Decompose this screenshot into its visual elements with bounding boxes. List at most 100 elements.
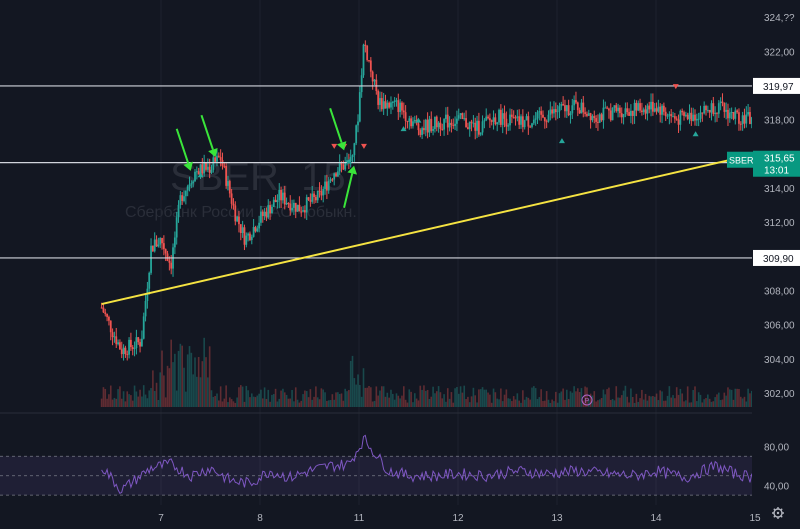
candle-body xyxy=(432,128,435,131)
volume-bar xyxy=(214,395,216,407)
volume-bar xyxy=(523,399,526,407)
signal-down-marker xyxy=(360,143,367,149)
candle-body xyxy=(410,118,413,127)
candle-body xyxy=(543,117,546,122)
gear-icon[interactable] xyxy=(772,507,784,519)
candle-body xyxy=(102,307,105,313)
volume-bar xyxy=(355,384,357,407)
volume-bar xyxy=(448,398,451,407)
candle-body xyxy=(593,116,596,119)
candle-body xyxy=(521,116,524,128)
candle-body xyxy=(263,211,266,217)
signal-up-marker xyxy=(692,131,699,137)
candle-body xyxy=(542,114,544,118)
volume-bar xyxy=(734,388,737,407)
candle-body xyxy=(159,237,162,245)
volume-bar xyxy=(456,386,458,407)
volume-bar xyxy=(315,386,317,407)
candle-body xyxy=(177,204,180,218)
candle-body xyxy=(291,207,293,211)
time-axis[interactable]: 7 8 11 12 13 14 15 xyxy=(0,505,800,529)
volume-bar xyxy=(205,357,207,407)
volume-bar xyxy=(108,394,110,407)
candle-body xyxy=(122,347,125,355)
volume-bar xyxy=(461,392,464,407)
volume-bar xyxy=(133,385,136,407)
candle-body xyxy=(303,210,306,213)
volume-bar xyxy=(487,392,489,407)
candle-body xyxy=(549,109,552,115)
volume-bar xyxy=(360,396,363,407)
candle-body xyxy=(272,199,275,207)
volume-bar xyxy=(373,400,376,407)
volume-bar xyxy=(283,392,286,407)
volume-bar xyxy=(531,387,533,407)
candle-body xyxy=(150,245,152,273)
volume-bar xyxy=(628,402,630,407)
volume-bar xyxy=(560,391,563,407)
candle-body xyxy=(117,342,119,345)
volume-bar xyxy=(289,398,292,407)
volume-bar xyxy=(639,398,641,407)
volume-bar xyxy=(650,396,652,407)
candle-body xyxy=(439,122,442,129)
candle-body xyxy=(212,157,215,170)
volume-bar xyxy=(729,389,731,407)
volume-bar xyxy=(525,396,528,407)
volume-bar xyxy=(468,402,471,407)
candle-body xyxy=(232,203,235,206)
candle-body xyxy=(523,120,526,128)
candle-body xyxy=(157,244,160,247)
volume-bar xyxy=(293,401,295,407)
candle-body xyxy=(684,114,687,116)
indicator-badge[interactable]: P xyxy=(581,394,593,406)
volume-bar xyxy=(351,355,354,407)
candle-body xyxy=(245,235,248,245)
volume-bar xyxy=(212,396,215,407)
volume-bar xyxy=(545,391,548,407)
volume-bar xyxy=(608,387,610,407)
candle-body xyxy=(479,132,482,135)
volume-bar xyxy=(170,339,172,407)
volume-bar xyxy=(690,402,693,407)
trendline[interactable] xyxy=(101,111,800,306)
candle-body xyxy=(379,98,381,105)
volume-bar xyxy=(533,386,535,407)
candle-body xyxy=(558,106,561,112)
candle-body xyxy=(586,113,588,116)
volume-bar xyxy=(534,388,537,407)
candle-body xyxy=(615,105,618,112)
candle-body xyxy=(666,115,669,117)
volume-bar xyxy=(727,387,729,407)
candle-body xyxy=(419,130,422,135)
candle-body xyxy=(397,100,400,113)
candle-body xyxy=(690,112,693,121)
volume-bar xyxy=(199,377,202,407)
candle-body xyxy=(194,171,196,182)
volume-bar xyxy=(569,391,572,407)
volume-bar xyxy=(655,393,658,407)
volume-bar xyxy=(382,386,385,407)
candle-body xyxy=(349,157,352,162)
volume-bar xyxy=(694,386,696,407)
volume-bar xyxy=(216,393,218,407)
rsi-tick-label: 80,00 xyxy=(764,443,789,454)
candle-body xyxy=(140,338,143,347)
volume-bar xyxy=(457,393,460,407)
candle-body xyxy=(619,107,621,114)
symbol-tag-text: SBER xyxy=(729,156,754,166)
candle-body xyxy=(307,197,310,200)
volume-bar xyxy=(236,397,238,407)
volume-bar xyxy=(666,395,669,407)
volume-bar xyxy=(115,398,118,407)
candle-body xyxy=(217,155,220,158)
volume-bar xyxy=(586,387,588,407)
time-tick-label: 15 xyxy=(749,513,761,524)
rsi-pane[interactable] xyxy=(0,434,800,499)
candle-body xyxy=(382,101,385,110)
horizontal-levels[interactable] xyxy=(0,85,752,259)
candle-body xyxy=(750,117,753,124)
volume-bar xyxy=(446,388,449,407)
